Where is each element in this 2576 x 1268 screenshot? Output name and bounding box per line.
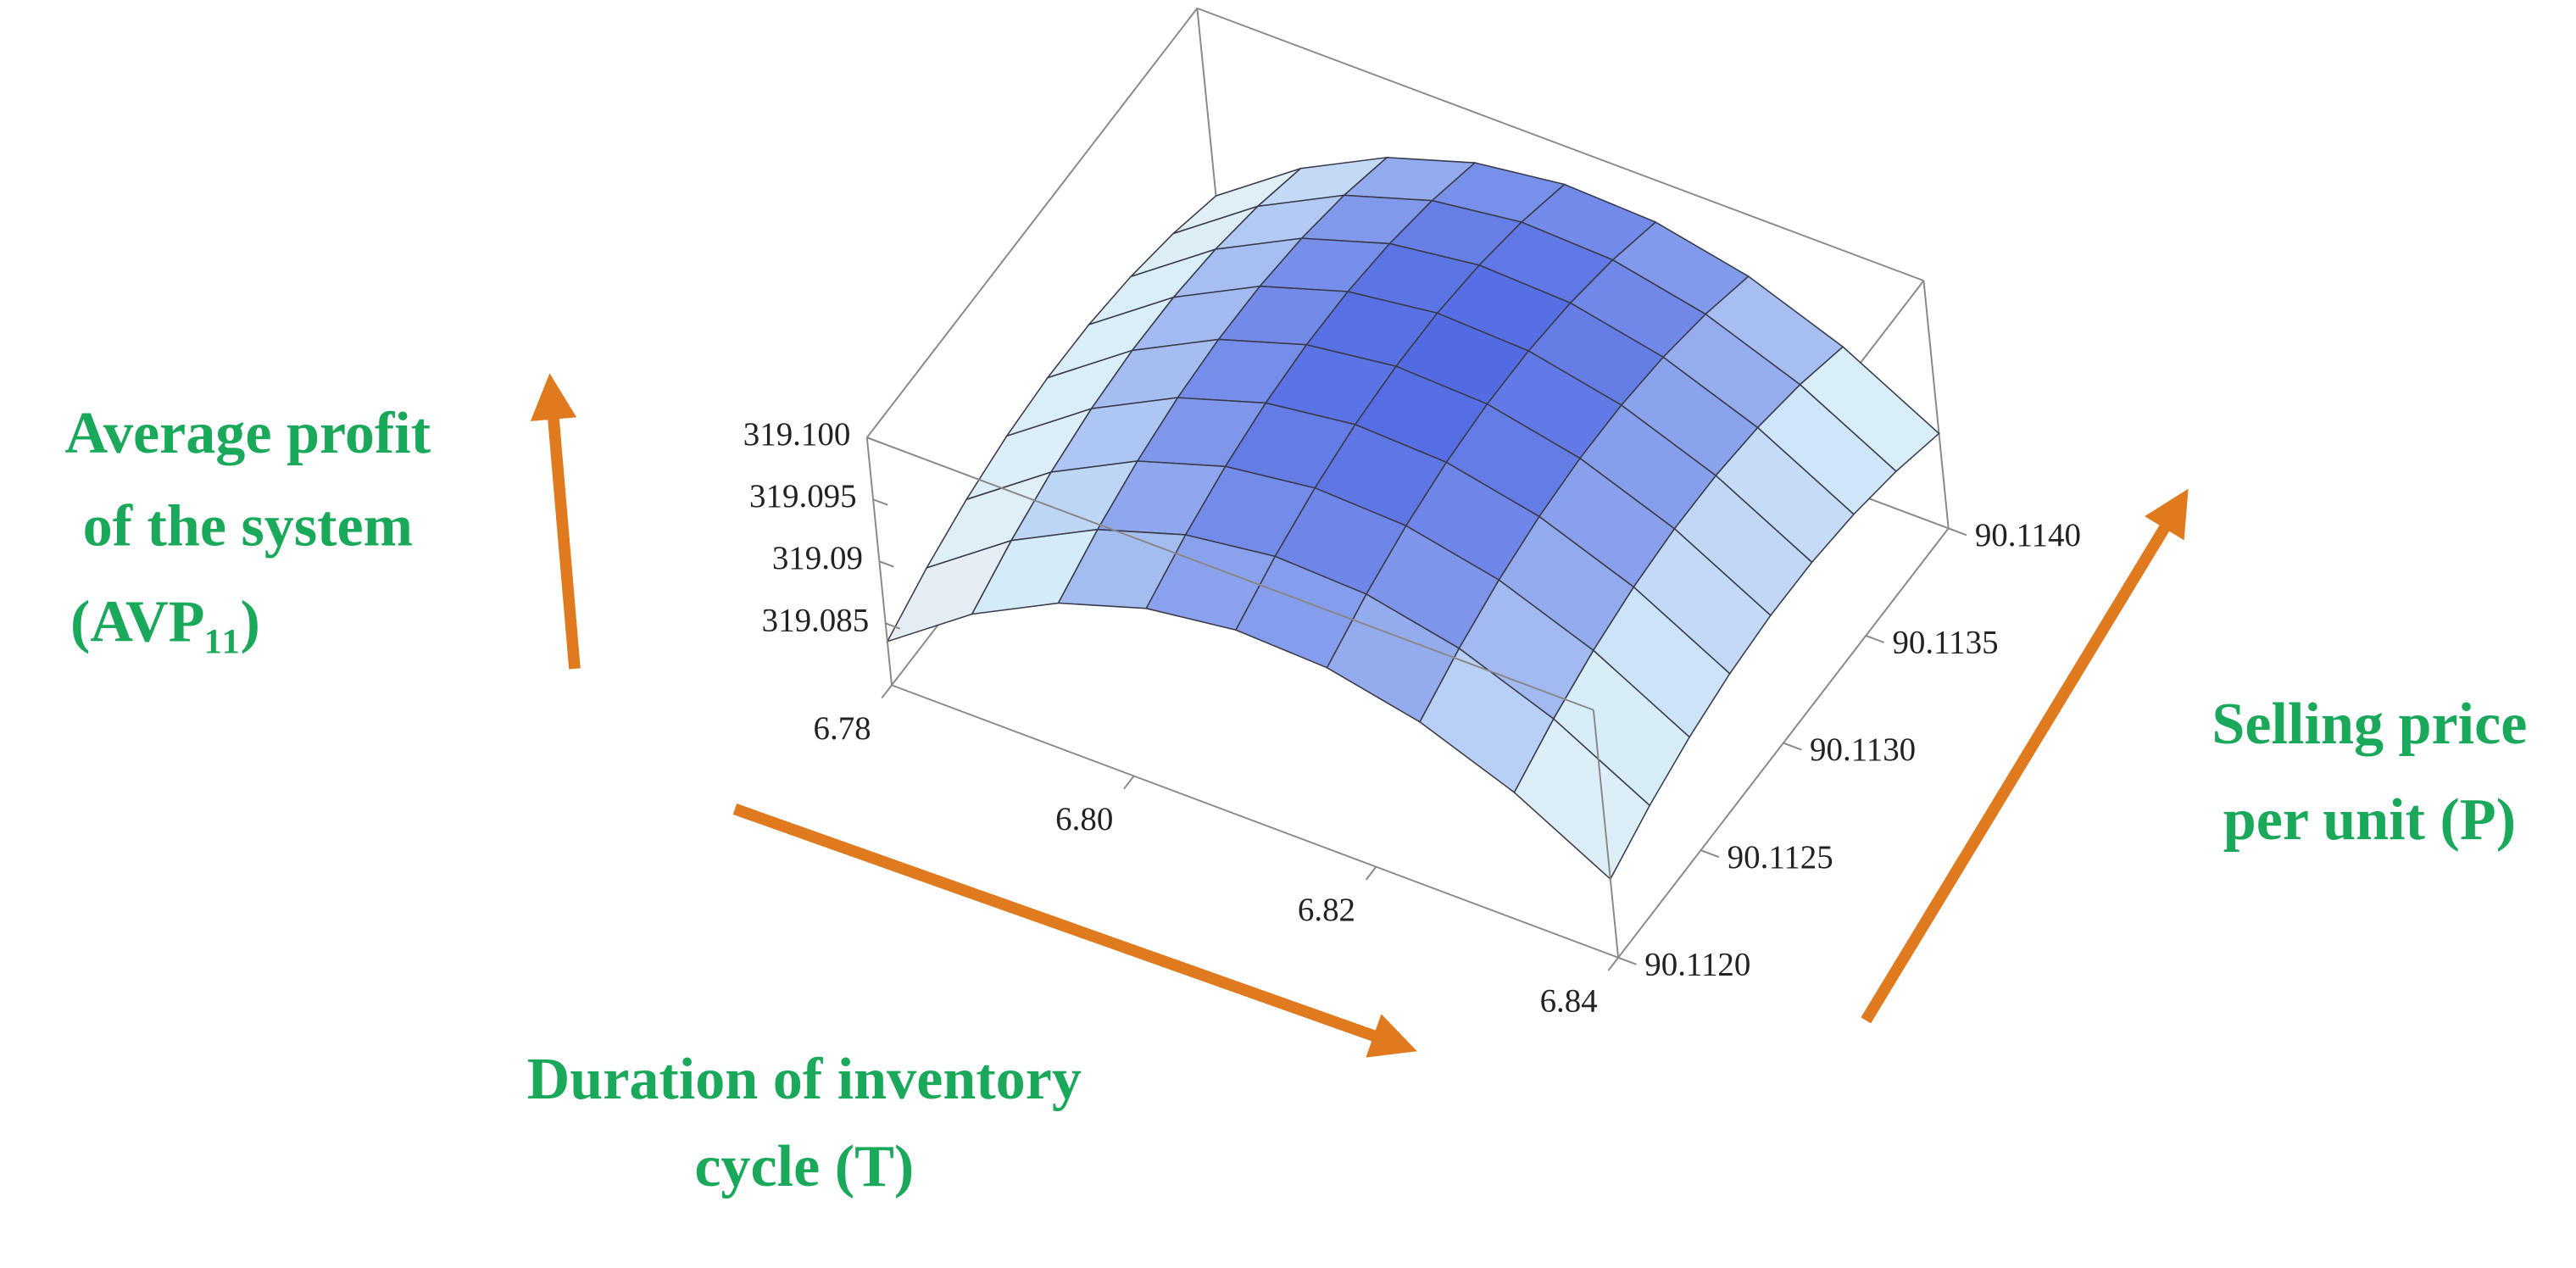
- y-tick: [1783, 742, 1802, 751]
- x-axis-label: Duration of inventory: [527, 1047, 1082, 1112]
- y-axis-label: Selling price: [2212, 692, 2527, 757]
- y-tick: [1700, 849, 1720, 859]
- x-tick: [1365, 866, 1377, 881]
- x-tick-label: 6.78: [813, 710, 871, 747]
- plot-box-front: [865, 437, 1950, 959]
- y-tick-label: 90.1120: [1644, 946, 1750, 982]
- box-edge: [891, 684, 1619, 959]
- y-axis-label: per unit (P): [2223, 787, 2516, 853]
- z-tick: [885, 622, 901, 630]
- arrow: [1861, 488, 2189, 1024]
- arrow: [732, 804, 1417, 1058]
- x-tick-label: 6.82: [1298, 892, 1355, 928]
- z-axis-label: Average profit: [65, 401, 431, 466]
- box-edge: [866, 8, 1199, 438]
- x-tick: [1607, 957, 1619, 971]
- y-tick: [1948, 527, 1967, 537]
- z-tick-label: 319.095: [749, 478, 857, 514]
- x-tick: [1123, 775, 1135, 790]
- z-tick: [872, 498, 888, 506]
- z-tick-label: 319.085: [762, 602, 870, 638]
- z-tick: [879, 560, 894, 568]
- arrow: [530, 373, 581, 670]
- box-edge: [1592, 709, 1620, 958]
- x-tick-label: 6.84: [1540, 982, 1598, 1019]
- z-axis-label: (AVP₁₁): [70, 589, 260, 654]
- surface-patch: [1513, 717, 1651, 881]
- box-edge: [866, 437, 1594, 711]
- y-tick: [1617, 956, 1637, 965]
- z-axis-label: of the system: [83, 493, 413, 559]
- x-axis-label: cycle (T): [694, 1134, 914, 1199]
- y-tick-label: 90.1130: [1810, 731, 1916, 768]
- y-tick-label: 90.1140: [1975, 517, 2081, 553]
- z-tick-label: 319.09: [772, 540, 863, 576]
- ticks: 6.78 6.80 6.82 6.84 90.1120 90.1125 90.1130 90.…: [743, 416, 2081, 1019]
- x-tick-label: 6.80: [1055, 801, 1113, 837]
- y-tick-label: 90.1135: [1892, 625, 1998, 661]
- y-tick-label: 90.1125: [1728, 839, 1833, 876]
- box-edge: [1197, 7, 1924, 282]
- z-tick-label: 319.100: [743, 416, 851, 453]
- box-edge: [1922, 281, 1950, 529]
- surface: [886, 156, 1940, 881]
- x-tick: [881, 684, 893, 699]
- z-tick: [866, 437, 882, 444]
- y-tick: [1865, 635, 1885, 643]
